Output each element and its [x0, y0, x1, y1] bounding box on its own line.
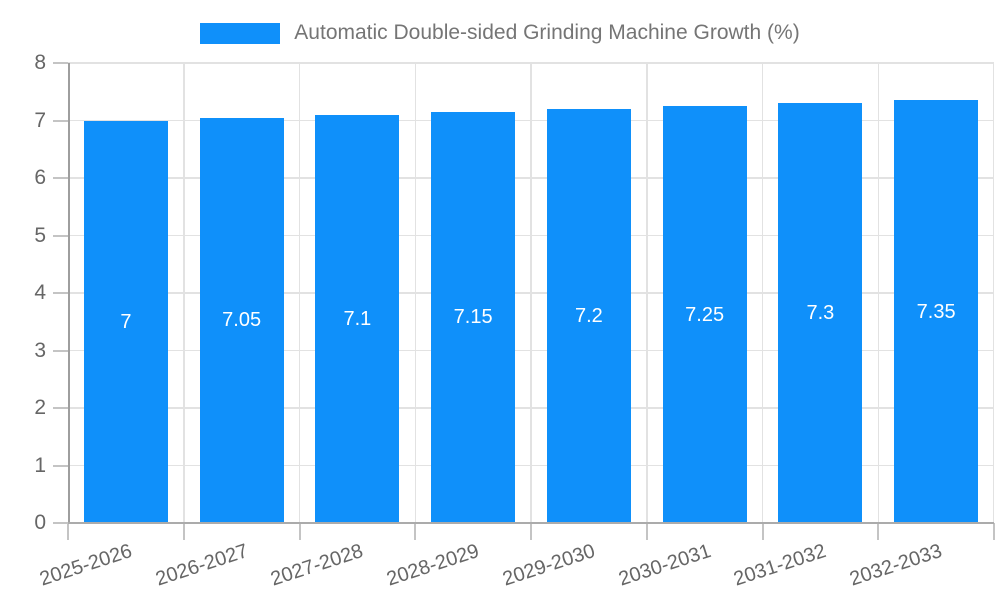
bar-2030-2031[interactable]: 7.25: [662, 106, 747, 523]
bar-value-label: 7.25: [685, 303, 725, 326]
bar-2029-2030[interactable]: 7.2: [546, 109, 631, 523]
y-tick-label: 3: [34, 338, 46, 362]
y-tick-label: 5: [34, 223, 46, 247]
bar-value-label: 7.1: [343, 307, 372, 330]
y-tick-mark: [53, 62, 68, 64]
bar-2032-2033[interactable]: 7.35: [894, 100, 979, 523]
x-tick-mark: [645, 523, 648, 540]
v-gridline: [646, 63, 648, 523]
y-tick-mark: [53, 119, 68, 122]
y-tick-label: 8: [34, 51, 46, 74]
y-axis-line: [68, 63, 70, 523]
bar-2031-2032[interactable]: 7.3: [778, 103, 863, 523]
y-tick-label: 6: [34, 166, 46, 189]
x-tick-mark: [414, 523, 417, 540]
bar-value-label: 7.2: [574, 305, 603, 327]
v-gridline: [414, 63, 416, 523]
x-tick-mark: [530, 523, 532, 540]
x-tick-mark: [298, 523, 301, 540]
bar-value-label: 7.3: [806, 302, 835, 325]
y-tick-mark: [53, 177, 68, 179]
legend-label: Automatic Double-sided Grinding Machine …: [294, 21, 800, 44]
y-tick-label: 7: [34, 108, 46, 132]
y-tick-mark: [53, 292, 68, 294]
legend-swatch: [200, 22, 281, 44]
y-tick-mark: [53, 464, 68, 467]
v-gridline: [298, 63, 301, 523]
legend[interactable]: Automatic Double-sided Grinding Machine …: [0, 20, 1000, 46]
bar-2028-2029[interactable]: 7.15: [431, 111, 516, 523]
y-tick-mark: [53, 234, 68, 237]
y-tick-label: 2: [34, 396, 46, 419]
plot-area: 7 7.05 7.1 7.15 7.2 7.25 7.3 7.35: [68, 62, 994, 524]
x-tick-mark: [993, 523, 995, 540]
y-tick-label: 0: [34, 511, 46, 534]
y-tick-label: 1: [34, 453, 46, 477]
bar-2026-2027[interactable]: 7.05: [199, 117, 284, 523]
bar-value-label: 7: [120, 310, 132, 333]
v-gridline: [992, 63, 994, 523]
y-tick-label: 4: [34, 281, 46, 304]
v-gridline: [530, 63, 532, 523]
bar-value-label: 7.35: [916, 300, 956, 323]
y-tick-mark: [53, 349, 68, 352]
x-tick-mark: [182, 523, 185, 540]
v-gridline: [877, 63, 879, 523]
x-axis-line: [68, 521, 994, 524]
x-tick-mark: [761, 523, 764, 540]
v-gridline: [183, 63, 185, 523]
bar-value-label: 7.05: [222, 309, 262, 332]
bar-2027-2028[interactable]: 7.1: [315, 114, 400, 523]
v-gridline: [761, 63, 764, 523]
y-tick-mark: [53, 522, 68, 524]
x-tick-mark: [67, 523, 69, 540]
x-tick-mark: [877, 523, 880, 540]
bar-value-label: 7.15: [453, 306, 493, 329]
y-tick-mark: [53, 407, 68, 409]
bar-2025-2026[interactable]: 7: [83, 120, 168, 523]
